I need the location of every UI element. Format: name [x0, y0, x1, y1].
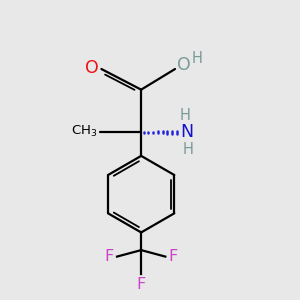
Text: F: F: [168, 249, 178, 264]
Text: H: H: [180, 108, 191, 123]
Text: H: H: [183, 142, 194, 157]
Text: F: F: [105, 249, 114, 264]
Text: F: F: [136, 277, 146, 292]
Text: CH$_3$: CH$_3$: [70, 124, 97, 139]
Text: H: H: [191, 51, 202, 66]
Text: N: N: [180, 123, 194, 141]
Text: O: O: [85, 58, 98, 76]
Text: O: O: [176, 56, 190, 74]
